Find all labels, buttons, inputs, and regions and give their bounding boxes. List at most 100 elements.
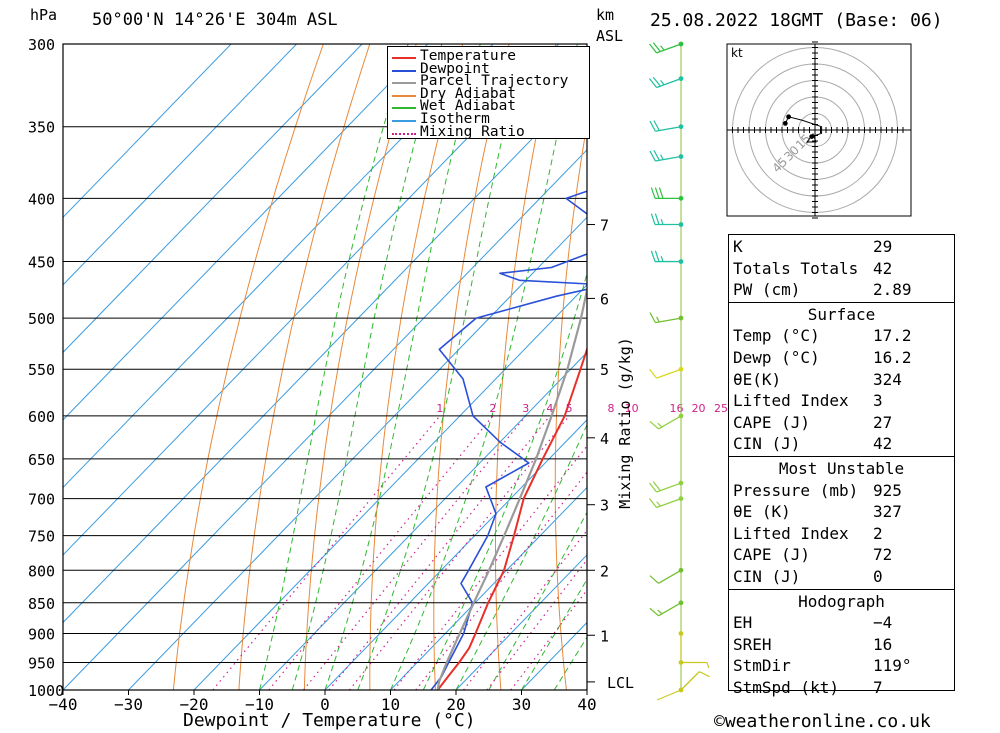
index-row: CIN (J) 0 (733, 567, 950, 589)
index-value: 2 (873, 523, 883, 543)
wind-barb-feather (706, 662, 710, 669)
dry-adiabat-line (669, 0, 712, 716)
wind-barb-feather (653, 120, 660, 131)
wind-barb-feather (660, 79, 665, 86)
height-km-label: 1 (600, 627, 609, 645)
index-label: PW (cm) (733, 280, 801, 300)
index-value: 119° (873, 656, 912, 676)
wind-barb-surface-staff (656, 689, 682, 701)
wind-barb (649, 413, 684, 430)
mixing-ratio-tick-label: 5 (566, 402, 573, 415)
wind-barb-feather (650, 213, 656, 225)
temperature-tick-label: 20 (446, 695, 465, 714)
chart-legend: Temperature Dewpoint Parcel Trajectory Dry … (387, 46, 590, 140)
isotherm-line (193, 284, 587, 690)
index-row: K 29 (733, 237, 950, 259)
mixing-ratio-line (393, 445, 587, 690)
isotherm-line (63, 81, 587, 624)
wind-barb-feather (649, 78, 658, 88)
wind-barb-feather (649, 575, 659, 584)
pressure-unit-label: hPa (30, 6, 58, 24)
index-label: EH (733, 613, 753, 633)
copyright-link[interactable]: ©weatheronline.co.uk (714, 711, 931, 732)
wet-adiabat-line (390, 44, 578, 690)
index-row: θE (K) 327 (733, 502, 950, 524)
wind-barb-feather (649, 498, 658, 508)
temperature-tick-label: 0 (320, 695, 330, 714)
index-value: 42 (873, 434, 893, 454)
index-row: CAPE (J) 27 (733, 413, 950, 435)
wind-barb-feather (699, 671, 710, 678)
wind-barb (649, 480, 684, 493)
index-label: Temp (°C) (733, 326, 820, 346)
index-value: 0 (873, 567, 883, 586)
wind-barb (649, 366, 684, 379)
wet-adiabat-line (324, 44, 481, 690)
isotherm-line (455, 554, 587, 690)
height-unit-asl: ASL (596, 27, 624, 45)
wind-barb (649, 41, 684, 54)
plot-frame (62, 43, 588, 691)
index-value: 16 (873, 634, 893, 654)
wind-barb (678, 671, 710, 693)
panel-separator (729, 301, 954, 303)
wind-barb-staff (658, 415, 682, 430)
wet-adiabat-line (291, 44, 443, 690)
wind-barb (649, 76, 684, 89)
index-label: CIN (J) (733, 434, 801, 454)
index-value: 17.2 (873, 326, 912, 346)
indices-panel: K 29 Totals Totals 42 PW (cm) 2.89 Surface Temp… (728, 234, 955, 697)
wind-barb-feather (658, 187, 664, 199)
isotherm-line (63, 44, 298, 286)
legend-swatch (392, 69, 416, 72)
wind-barb (649, 600, 684, 617)
pressure-tick-label: 800 (28, 562, 55, 580)
temperature-tick-label: −40 (49, 695, 78, 714)
height-km-label: 5 (600, 361, 609, 379)
wind-barb-feather (654, 213, 660, 225)
panel-section-title: Surface (807, 304, 876, 324)
temperature-line (436, 346, 587, 690)
wind-barb-feather (650, 250, 656, 262)
dry-adiabat-line (974, 0, 1000, 716)
index-row: CAPE (J) 72 (733, 545, 950, 567)
wind-barb-feather (656, 501, 661, 507)
mixing-ratio-tick-label: 8 (608, 402, 615, 415)
pressure-tick-label: 450 (28, 254, 55, 272)
wind-barb (649, 496, 684, 509)
wind-barb (649, 567, 684, 584)
index-label: K (733, 237, 743, 256)
index-value: 327 (873, 502, 902, 522)
index-row: Temp (°C) 17.2 (733, 326, 950, 348)
wind-barb-staff (680, 671, 700, 691)
legend-swatch (392, 107, 416, 110)
temperature-tick-label: 40 (577, 695, 596, 714)
index-label: CIN (J) (733, 567, 801, 586)
legend-label: Wet Adiabat (420, 98, 517, 115)
legend-swatch (392, 94, 416, 97)
mixing-ratio-tick-label: 4 (546, 402, 553, 415)
height-km-label: 7 (600, 217, 609, 235)
run-datetime: 25.08.2022 18GMT (Base: 06) (650, 10, 943, 31)
height-km-label: 2 (600, 562, 609, 580)
wind-barb-feather (652, 76, 661, 87)
pressure-level-lines (63, 43, 587, 691)
isotherm-line (258, 351, 587, 690)
pressure-tick-label: 350 (28, 119, 55, 137)
index-label: Lifted Index (733, 391, 849, 411)
legend-label: Dewpoint (420, 60, 490, 77)
axis-labels: 1 2 3 4 5 8 10 16 20 2530035040045050055060065070… (28, 36, 728, 714)
index-value: 7 (873, 678, 883, 697)
index-label: CAPE (J) (733, 545, 811, 565)
mixing-ratio-tick-label: 10 (625, 402, 639, 415)
wind-barb-staff (656, 368, 682, 379)
isotherm-line (63, 44, 232, 219)
wind-barb-feather (649, 150, 656, 162)
dry-adiabat-line (238, 44, 371, 690)
wind-barb-feather (649, 607, 659, 617)
legend-item: Mixing Ratio (388, 124, 588, 140)
wind-barb-staff (656, 78, 682, 89)
wind-barb-feather (650, 187, 656, 199)
height-unit-km: km (596, 6, 615, 24)
index-label: θE (K) (733, 502, 791, 522)
